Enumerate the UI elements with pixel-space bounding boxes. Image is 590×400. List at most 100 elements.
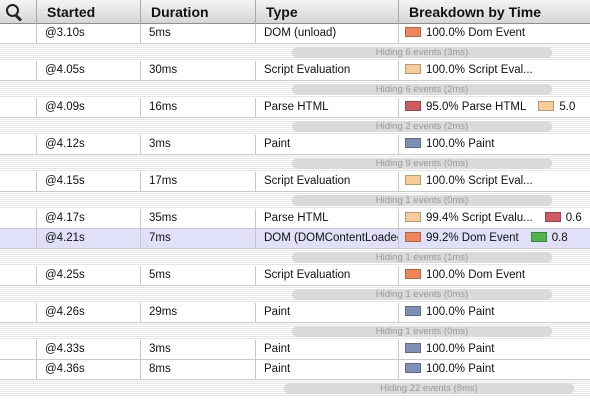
type-cell: DOM (unload) <box>256 24 399 43</box>
breakdown-cell: 100.0% Dom Event <box>399 266 590 285</box>
breakdown-cell: 100.0% Script Eval... <box>399 172 590 191</box>
breakdown-cell: 100.0% Dom Event <box>399 24 590 43</box>
event-row[interactable]: @4.21s 7ms DOM (DOMContentLoaded) 99.2% Dom… <box>0 229 590 249</box>
hidden-events-row: Hiding 1 events (1ms) <box>0 249 590 266</box>
started-cell: @3.10s <box>37 24 141 43</box>
type-cell: Paint <box>256 340 399 359</box>
duration-cell: 16ms <box>141 98 256 117</box>
breakdown-segment: 0.6 <box>544 209 582 228</box>
hidden-events-pill[interactable]: Hiding 1 events (1ms) <box>292 252 552 263</box>
row-marker-cell <box>0 98 37 117</box>
color-swatch-icon <box>405 231 421 242</box>
breakdown-label: 100.0% Paint <box>426 306 495 318</box>
hidden-events-row: Hiding 6 events (2ms) <box>0 81 590 98</box>
hidden-events-pill[interactable]: Hiding 6 events (2ms) <box>292 84 552 95</box>
breakdown-label: 100.0% Dom Event <box>426 269 526 281</box>
type-cell: Script Evaluation <box>256 61 399 80</box>
breakdown-label: 100.0% Dom Event <box>426 27 526 39</box>
duration-cell: 8ms <box>141 360 256 379</box>
duration-cell: 30ms <box>141 61 256 80</box>
color-swatch-icon <box>405 26 421 37</box>
breakdown-segment: 100.0% Paint <box>405 303 494 322</box>
row-marker-cell <box>0 172 37 191</box>
breakdown-segment: 5.0 <box>538 98 575 117</box>
event-row[interactable]: @4.33s 3ms Paint 100.0% Paint <box>0 340 590 360</box>
breakdown-segment: 100.0% Paint <box>405 360 494 379</box>
event-row[interactable]: @4.12s 3ms Paint 100.0% Paint <box>0 135 590 155</box>
started-cell: @4.21s <box>37 229 141 248</box>
type-cell: DOM (DOMContentLoaded) <box>256 229 399 248</box>
breakdown-segment: 100.0% Dom Event <box>405 24 525 43</box>
hidden-events-row: Hiding 1 events (0ms) <box>0 323 590 340</box>
hidden-events-pill[interactable]: Hiding 22 events (8ms) <box>284 383 574 394</box>
hidden-events-pill[interactable]: Hiding 1 events (0ms) <box>292 289 552 300</box>
breakdown-segment: 95.0% Parse HTML <box>405 98 526 117</box>
color-swatch-icon <box>544 211 561 222</box>
type-cell: Parse HTML <box>256 209 399 228</box>
color-swatch-icon <box>405 100 421 111</box>
breakdown-label: 100.0% Script Eval... <box>426 175 533 187</box>
breakdown-label: 99.2% Dom Event <box>426 232 519 244</box>
column-header-duration[interactable]: Duration <box>141 0 256 24</box>
color-swatch-icon <box>530 231 547 242</box>
duration-cell: 3ms <box>141 135 256 154</box>
breakdown-cell: 99.4% Script Evalu... 0.6 <box>399 209 590 228</box>
hidden-events-pill[interactable]: Hiding 2 events (2ms) <box>292 121 552 132</box>
column-header-type[interactable]: Type <box>256 0 399 24</box>
hidden-events-row: Hiding 6 events (3ms) <box>0 44 590 61</box>
event-list: @3.10s 5ms DOM (unload) 100.0% Dom Event Hid… <box>0 24 590 397</box>
hidden-events-pill[interactable]: Hiding 6 events (3ms) <box>292 47 552 58</box>
row-marker-cell <box>0 340 37 359</box>
type-cell: Script Evaluation <box>256 172 399 191</box>
breakdown-label: 100.0% Paint <box>426 138 495 150</box>
color-swatch-icon <box>405 137 421 148</box>
event-row[interactable]: @3.10s 5ms DOM (unload) 100.0% Dom Event <box>0 24 590 44</box>
started-cell: @4.25s <box>37 266 141 285</box>
started-cell: @4.33s <box>37 340 141 359</box>
hidden-events-pill[interactable]: Hiding 9 events (0ms) <box>292 158 552 169</box>
row-marker-cell <box>0 360 37 379</box>
event-row[interactable]: @4.25s 5ms Script Evaluation 100.0% Dom Eve… <box>0 266 590 286</box>
row-marker-cell <box>0 61 37 80</box>
color-swatch-icon <box>405 342 421 353</box>
event-row[interactable]: @4.26s 29ms Paint 100.0% Paint <box>0 303 590 323</box>
color-swatch-icon <box>405 63 421 74</box>
type-cell: Paint <box>256 303 399 322</box>
hidden-events-pill[interactable]: Hiding 1 events (0ms) <box>292 326 552 337</box>
breakdown-cell: 100.0% Script Eval... <box>399 61 590 80</box>
breakdown-segment: 100.0% Paint <box>405 340 494 359</box>
breakdown-segment: 99.2% Dom Event <box>405 229 519 248</box>
event-row[interactable]: @4.36s 8ms Paint 100.0% Paint <box>0 360 590 380</box>
duration-cell: 3ms <box>141 340 256 359</box>
event-row[interactable]: @4.17s 35ms Parse HTML 99.4% Script Evalu..… <box>0 209 590 229</box>
started-cell: @4.12s <box>37 135 141 154</box>
type-cell: Paint <box>256 360 399 379</box>
color-swatch-icon <box>405 362 421 373</box>
breakdown-segment: 99.4% Script Evalu... <box>405 209 533 228</box>
column-header-started[interactable]: Started <box>37 0 141 24</box>
breakdown-label: 0.6 <box>565 212 582 224</box>
event-row[interactable]: @4.15s 17ms Script Evaluation 100.0% Script… <box>0 172 590 192</box>
type-cell: Parse HTML <box>256 98 399 117</box>
event-row[interactable]: @4.05s 30ms Script Evaluation 100.0% Script… <box>0 61 590 81</box>
breakdown-label: 100.0% Paint <box>426 363 495 375</box>
color-swatch-icon <box>538 100 555 111</box>
started-cell: @4.09s <box>37 98 141 117</box>
type-cell: Script Evaluation <box>256 266 399 285</box>
row-marker-cell <box>0 303 37 322</box>
hidden-events-row: Hiding 9 events (0ms) <box>0 155 590 172</box>
breakdown-cell: 95.0% Parse HTML 5.0 <box>399 98 590 117</box>
duration-cell: 5ms <box>141 266 256 285</box>
column-header-breakdown[interactable]: Breakdown by Time <box>409 4 542 20</box>
breakdown-cell: 99.2% Dom Event 0.8 <box>399 229 590 248</box>
breakdown-cell: 100.0% Paint <box>399 135 590 154</box>
started-cell: @4.36s <box>37 360 141 379</box>
color-swatch-icon <box>405 211 421 222</box>
hidden-events-pill[interactable]: Hiding 1 events (0ms) <box>292 195 552 206</box>
color-swatch-icon <box>405 174 421 185</box>
event-row[interactable]: @4.09s 16ms Parse HTML 95.0% Parse HTML 5.0 <box>0 98 590 118</box>
search-button[interactable] <box>0 0 37 24</box>
duration-cell: 5ms <box>141 24 256 43</box>
started-cell: @4.15s <box>37 172 141 191</box>
